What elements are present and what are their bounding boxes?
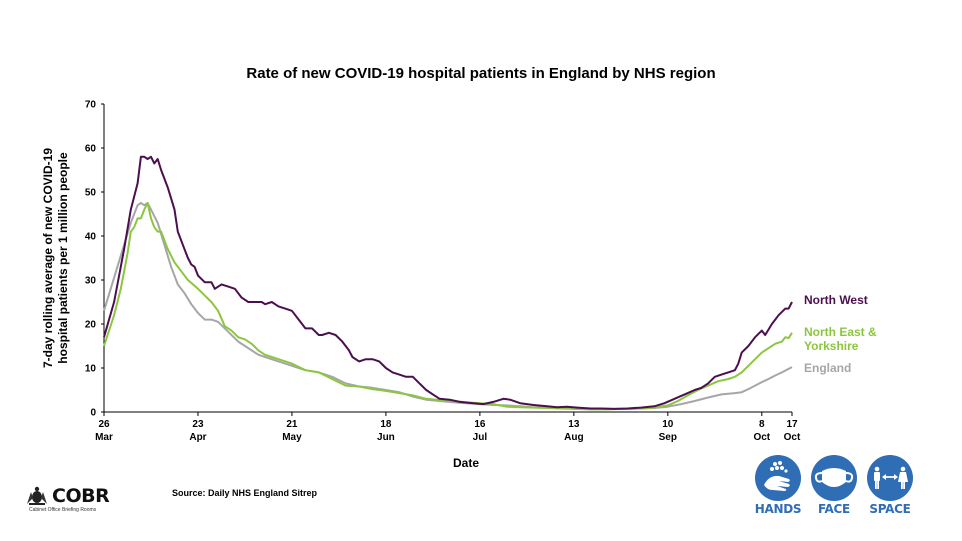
y-tick-label: 20 [85, 320, 97, 331]
x-tick-label: Oct [753, 432, 770, 443]
y-tick-label: 0 [90, 408, 96, 419]
space-badge: SPACE [864, 455, 916, 516]
series-label-england: England [804, 361, 851, 375]
series-lines [103, 155, 793, 411]
x-tick-label: Mar [95, 432, 113, 443]
chart-title: Rate of new COVID-19 hospital patients i… [246, 65, 715, 82]
x-tick-label: 16 [474, 419, 486, 430]
x-tick-label: Oct [784, 432, 801, 443]
series-line-england [103, 202, 793, 410]
social-distance-icon [874, 466, 908, 489]
y-tick-label: 70 [85, 100, 97, 111]
y-tick-label: 50 [85, 188, 97, 199]
x-tick-label: Sep [659, 432, 677, 443]
x-tick-label: May [282, 432, 302, 443]
hands-label: HANDS [754, 502, 802, 516]
series-label-north-east-yorkshire-line-1: North East & [804, 325, 877, 339]
x-tick-label: 26 [98, 419, 110, 430]
face-badge: FACE [808, 455, 860, 516]
y-axis-label-line-1: 7-day rolling average of new COVID-19 [41, 148, 55, 368]
x-tick-label: 21 [286, 419, 298, 430]
source-note: Source: Daily NHS England Sitrep [172, 488, 318, 498]
y-tick-label: 60 [85, 144, 97, 155]
x-ticks: 26 Mar 23 Apr 21 May 18 Jun 16 Jul 13 Aug 10 Sep 8 Oct 1… [95, 412, 801, 443]
hands-face-space-logo: HANDS FACE SPACE [752, 455, 922, 520]
face-mask-icon [814, 468, 854, 487]
cobr-logo: COBR Cabinet Office Briefing Rooms [26, 485, 116, 517]
handwashing-icon [764, 461, 790, 491]
royal-crest-icon [27, 486, 47, 505]
x-tick-label: Jun [377, 432, 395, 443]
x-tick-label: 18 [380, 419, 392, 430]
y-tick-label: 40 [85, 232, 97, 243]
y-axis-label: 7-day rolling average of new COVID-19 ho… [41, 148, 70, 368]
x-tick-label: 8 [759, 419, 765, 430]
x-tick-label: Apr [189, 432, 206, 443]
x-tick-label: 17 [786, 419, 798, 430]
x-tick-label: Jul [473, 432, 488, 443]
series-label-north-east-yorkshire-line-2: Yorkshire [804, 339, 859, 353]
y-tick-label: 10 [85, 364, 97, 375]
series-line-north-east-yorkshire [103, 202, 793, 411]
x-tick-label: 13 [568, 419, 580, 430]
x-axis-label: Date [453, 456, 479, 470]
x-tick-label: Aug [564, 432, 583, 443]
hands-badge: HANDS [752, 455, 804, 516]
cobr-logo-subtitle: Cabinet Office Briefing Rooms [29, 507, 97, 513]
y-ticks: 0 10 20 30 40 50 60 70 [85, 100, 104, 419]
y-axis-label-line-2: hospital patients per 1 million people [56, 152, 70, 364]
cobr-logo-text: COBR [52, 485, 110, 507]
series-line-north-west [103, 155, 793, 410]
y-tick-label: 30 [85, 276, 97, 287]
series-label-north-west: North West [804, 293, 868, 307]
x-tick-label: 10 [662, 419, 674, 430]
face-label: FACE [818, 502, 850, 516]
x-tick-label: 23 [192, 419, 204, 430]
space-label: SPACE [869, 502, 911, 516]
